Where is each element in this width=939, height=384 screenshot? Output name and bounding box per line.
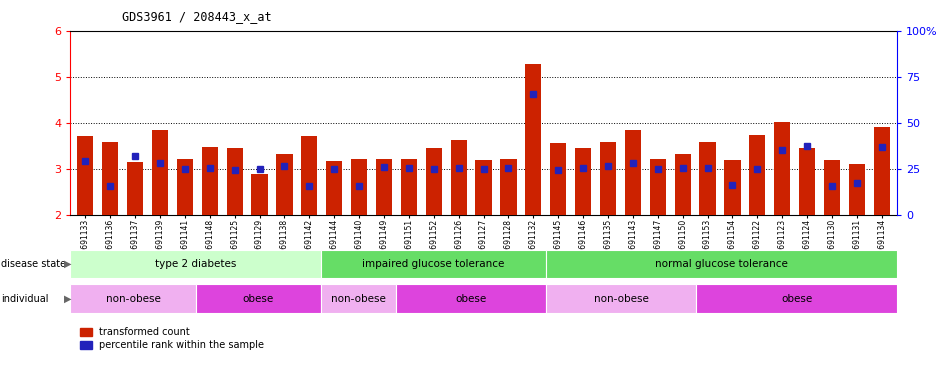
Bar xyxy=(697,284,897,313)
Bar xyxy=(301,136,317,215)
Bar xyxy=(824,160,840,215)
Bar xyxy=(550,143,566,215)
Text: obese: obese xyxy=(781,293,812,304)
Bar xyxy=(546,284,697,313)
Text: GDS3961 / 208443_x_at: GDS3961 / 208443_x_at xyxy=(122,10,271,23)
Text: disease state: disease state xyxy=(1,259,66,269)
Text: obese: obese xyxy=(242,293,274,304)
Bar xyxy=(624,130,641,215)
Bar xyxy=(575,148,592,215)
Bar xyxy=(396,284,546,313)
Bar xyxy=(152,130,168,215)
Text: ▶: ▶ xyxy=(64,293,71,304)
Bar xyxy=(650,159,666,215)
Bar xyxy=(226,148,243,215)
Bar xyxy=(451,141,467,215)
Bar xyxy=(425,148,442,215)
Text: non-obese: non-obese xyxy=(331,293,386,304)
Bar xyxy=(401,159,417,215)
Bar xyxy=(177,159,193,215)
Bar xyxy=(326,161,343,215)
Text: type 2 diabetes: type 2 diabetes xyxy=(155,259,237,269)
Bar xyxy=(674,154,691,215)
Bar xyxy=(127,162,144,215)
Bar xyxy=(500,159,516,215)
Text: obese: obese xyxy=(455,293,486,304)
Bar xyxy=(849,164,865,215)
Bar xyxy=(376,159,393,215)
Bar xyxy=(873,127,890,215)
Text: normal glucose tolerance: normal glucose tolerance xyxy=(655,259,788,269)
Bar xyxy=(321,250,546,278)
Bar xyxy=(700,142,716,215)
Bar xyxy=(202,147,218,215)
Bar xyxy=(321,284,396,313)
Bar xyxy=(546,250,897,278)
Bar xyxy=(351,159,367,215)
Text: non-obese: non-obese xyxy=(105,293,161,304)
Legend: transformed count, percentile rank within the sample: transformed count, percentile rank withi… xyxy=(80,328,265,350)
Bar xyxy=(252,174,268,215)
Bar xyxy=(276,154,293,215)
Bar xyxy=(195,284,321,313)
Bar xyxy=(799,148,815,215)
Bar xyxy=(749,135,765,215)
Bar xyxy=(600,142,616,215)
Bar xyxy=(525,64,542,215)
Text: ▶: ▶ xyxy=(64,259,71,269)
Bar xyxy=(70,284,195,313)
Bar xyxy=(77,136,94,215)
Bar xyxy=(475,160,492,215)
Bar xyxy=(724,160,741,215)
Text: impaired glucose tolerance: impaired glucose tolerance xyxy=(362,259,504,269)
Text: individual: individual xyxy=(1,293,49,304)
Bar xyxy=(102,142,118,215)
Text: non-obese: non-obese xyxy=(593,293,649,304)
Bar xyxy=(70,250,321,278)
Bar xyxy=(774,122,791,215)
